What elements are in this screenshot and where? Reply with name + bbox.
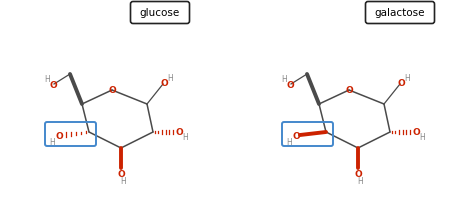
Text: H: H <box>404 73 410 83</box>
Text: H: H <box>120 176 126 186</box>
FancyBboxPatch shape <box>130 2 190 24</box>
Text: H: H <box>419 133 425 141</box>
Text: H: H <box>281 75 287 83</box>
Text: O: O <box>292 131 300 141</box>
Text: O: O <box>55 131 63 141</box>
Text: H: H <box>182 133 188 141</box>
Text: O: O <box>160 79 168 87</box>
Text: galactose: galactose <box>375 8 425 18</box>
Text: O: O <box>108 85 116 95</box>
Text: H: H <box>44 75 50 83</box>
FancyBboxPatch shape <box>365 2 435 24</box>
Text: O: O <box>354 170 362 178</box>
Text: O: O <box>345 85 353 95</box>
Text: O: O <box>397 79 405 87</box>
Text: O: O <box>412 127 420 137</box>
Text: H: H <box>49 137 55 147</box>
Text: glucose: glucose <box>140 8 180 18</box>
Text: O: O <box>286 81 294 89</box>
Text: O: O <box>117 170 125 178</box>
Text: H: H <box>286 137 292 147</box>
Text: O: O <box>175 127 183 137</box>
Text: H: H <box>357 176 363 186</box>
Text: H: H <box>167 73 173 83</box>
Text: O: O <box>49 81 57 89</box>
